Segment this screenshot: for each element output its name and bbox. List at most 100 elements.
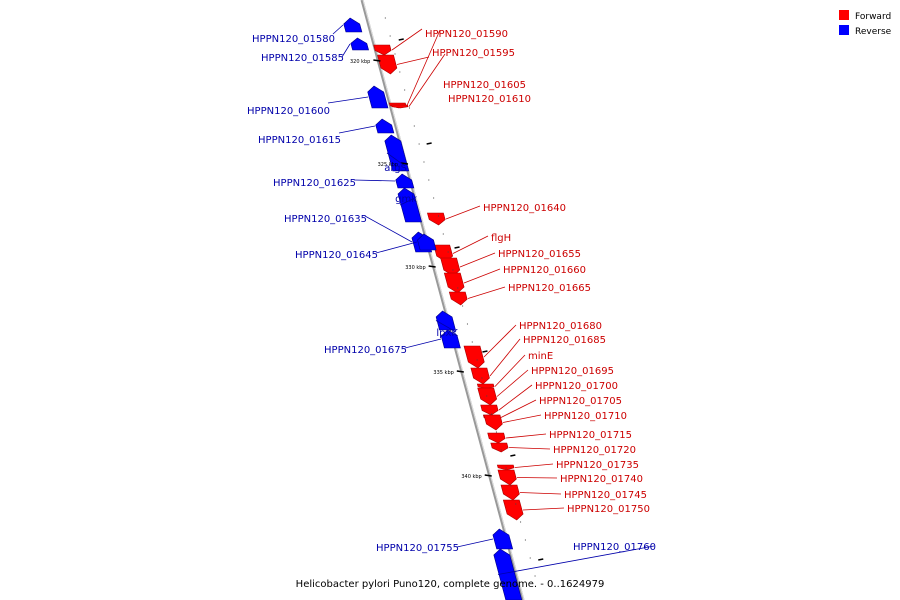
legend-label-forward: Forward — [855, 12, 891, 22]
gene-arrow-hppn120-01590[interactable] — [373, 44, 392, 56]
gene-leader-line — [508, 447, 551, 450]
gene-label-hppn120-01680[interactable]: HPPN120_01680 — [519, 321, 602, 332]
gene-arrow-hppn120-01640[interactable] — [427, 212, 446, 226]
gene-leader-line — [396, 56, 430, 65]
gene-label-hppn120-01760[interactable]: HPPN120_01760 — [573, 542, 656, 553]
gene-leader-line — [338, 125, 376, 134]
gene-arrow-hppn120-01760[interactable] — [493, 548, 523, 600]
major-tick-dash — [510, 454, 516, 457]
gene-label-hppn120-01635[interactable]: HPPN120_01635 — [284, 214, 367, 225]
gene-leader-line — [489, 338, 521, 377]
gene-arrow-hppn120-01660[interactable] — [443, 272, 465, 294]
gene-arrow-hppn120-01715[interactable] — [487, 432, 506, 444]
gene-arrow-args[interactable] — [384, 134, 410, 172]
gene-leader-line — [459, 252, 496, 268]
gene-label-hppn120-01585[interactable]: HPPN120_01585 — [261, 53, 344, 64]
gene-label-hppn120-01720[interactable]: HPPN120_01720 — [553, 445, 636, 456]
gene-leader-line — [502, 414, 542, 423]
legend: Forward Reverse — [839, 10, 892, 37]
genome-axis — [360, 0, 525, 600]
gene-label-hppn120-01600[interactable]: HPPN120_01600 — [247, 106, 330, 117]
gene-leader-line — [456, 538, 494, 548]
gene-leader-line — [496, 369, 529, 397]
gene-arrow-hppn120-01740[interactable] — [497, 469, 517, 486]
gene-arrow-hppn120-01710[interactable] — [483, 414, 503, 431]
gene-arrow-hppn120-01745[interactable] — [500, 484, 520, 501]
gene-leader-line — [353, 179, 396, 182]
gene-arrow-gmk[interactable] — [397, 187, 422, 223]
gene-label-args[interactable]: argS — [384, 163, 407, 174]
gene-arrow-hppn120-01675[interactable] — [440, 329, 461, 349]
scale-tick-mark — [456, 370, 464, 373]
gene-label-hppn120-01625[interactable]: HPPN120_01625 — [273, 178, 356, 189]
gene-labels: HPPN120_01580 HPPN120_01585 HPPN120_01590 H… — [247, 24, 656, 575]
gene-label-hppn120-01610[interactable]: HPPN120_01610 — [448, 94, 531, 105]
gene-label-hppn120-01660[interactable]: HPPN120_01660 — [503, 265, 586, 276]
gene-arrow-hppn120-01645[interactable] — [417, 233, 437, 251]
gene-arrow-hppn120-01580[interactable] — [343, 17, 363, 33]
gene-label-mine[interactable]: minE — [528, 351, 553, 362]
gene-label-flgh[interactable]: flgH — [491, 233, 511, 244]
gene-label-hppn120-01580[interactable]: HPPN120_01580 — [252, 34, 335, 45]
gene-leader-line — [522, 507, 565, 511]
gene-arrow-hppn120-01755[interactable] — [492, 528, 514, 550]
gene-arrow-hppn120-01585[interactable] — [350, 37, 369, 51]
gene-label-hppn120-01745[interactable]: HPPN120_01745 — [564, 490, 647, 501]
gene-arrow-hppn120-01680[interactable] — [463, 345, 485, 369]
gene-label-hppn120-01590[interactable]: HPPN120_01590 — [425, 29, 508, 40]
gene-label-hppn120-01665[interactable]: HPPN120_01665 — [508, 283, 591, 294]
gene-label-hppn120-01640[interactable]: HPPN120_01640 — [483, 203, 566, 214]
gene-arrow-hppn120-01615[interactable] — [375, 118, 395, 134]
scale-tick-mark — [400, 162, 409, 165]
scale-ticks: 320 kbp 325 kbp 330 kbp 335 kbp 340 kbp — [350, 17, 544, 577]
gene-leader-line — [341, 43, 351, 58]
gene-arrow-hppn120-01625[interactable] — [395, 173, 415, 189]
gene-label-hppn120-01715[interactable]: HPPN120_01715 — [549, 430, 632, 441]
gene-label-hppn120-01675[interactable]: HPPN120_01675 — [324, 345, 407, 356]
gene-label-hppn120-01705[interactable]: HPPN120_01705 — [539, 396, 622, 407]
gene-arrow-hppn120-01665[interactable] — [448, 291, 468, 306]
major-tick-dash — [398, 38, 404, 41]
gene-label-hppn120-01735[interactable]: HPPN120_01735 — [556, 460, 639, 471]
legend-swatch-forward — [839, 10, 849, 20]
gene-label-hppn120-01615[interactable]: HPPN120_01615 — [258, 135, 341, 146]
gene-arrow-hppn120-01610[interactable] — [391, 104, 409, 109]
gene-leader-line — [463, 268, 501, 284]
gene-arrow-hppn120-01600[interactable] — [367, 85, 389, 109]
major-tick-dash — [482, 350, 488, 353]
scale-tick-label: 340 kbp — [461, 474, 481, 480]
gene-label-hppn120-01740[interactable]: HPPN120_01740 — [560, 474, 643, 485]
gene-leader-line — [445, 205, 481, 220]
scale-tick-mark — [373, 59, 381, 62]
gene-label-hppn120-01595[interactable]: HPPN120_01595 — [432, 48, 515, 59]
gene-leader-line — [391, 28, 423, 51]
gene-arrow-hppn120-01595[interactable] — [377, 54, 398, 75]
gene-label-hppn120-01685[interactable]: HPPN120_01685 — [523, 335, 606, 346]
gene-leader-line — [452, 235, 489, 254]
gene-label-hppn120-01605[interactable]: HPPN120_01605 — [443, 80, 526, 91]
scale-tick-mark — [428, 265, 436, 268]
gene-arrow-hppn120-01700[interactable] — [480, 404, 499, 416]
map-caption: Helicobacter pylori Puno120, complete ge… — [296, 579, 605, 590]
gene-arrow-hppn120-01720[interactable] — [490, 442, 509, 453]
gene-label-lpxk[interactable]: lpxK — [436, 328, 458, 339]
gene-label-hppn120-01755[interactable]: HPPN120_01755 — [376, 543, 459, 554]
gene-arrow-lpxk[interactable] — [435, 310, 456, 331]
gene-leader-line — [408, 53, 446, 107]
major-tick-dash — [426, 142, 432, 145]
major-tick-dash — [454, 246, 460, 249]
gene-leader-line — [467, 286, 506, 299]
gene-arrow-hppn120-01750[interactable] — [502, 499, 524, 521]
gene-label-hppn120-01750[interactable]: HPPN120_01750 — [567, 504, 650, 515]
gene-label-hppn120-01645[interactable]: HPPN120_01645 — [295, 250, 378, 261]
legend-swatch-reverse — [839, 25, 849, 35]
gene-label-hppn120-01710[interactable]: HPPN120_01710 — [544, 411, 627, 422]
gene-features — [343, 17, 524, 600]
gene-label-gmk[interactable]: gmk — [395, 194, 417, 205]
gene-leader-line — [375, 241, 418, 254]
gene-arrow-hppn120-01685[interactable] — [470, 367, 490, 385]
gene-label-hppn120-01700[interactable]: HPPN120_01700 — [535, 381, 618, 392]
gene-label-hppn120-01695[interactable]: HPPN120_01695 — [531, 366, 614, 377]
gene-leader-line — [399, 197, 416, 206]
gene-label-hppn120-01655[interactable]: HPPN120_01655 — [498, 249, 581, 260]
